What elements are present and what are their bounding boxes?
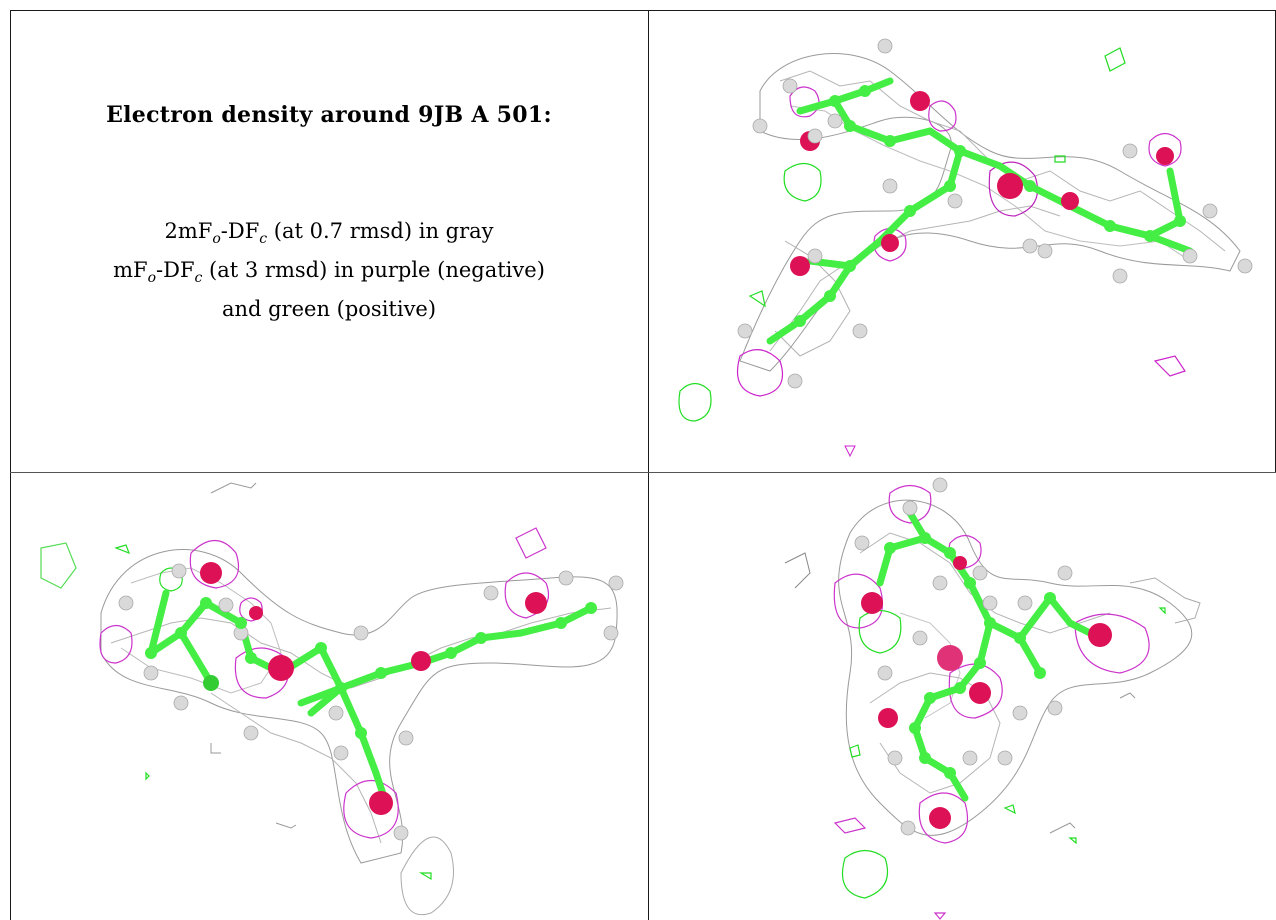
density-view-bottom-left bbox=[11, 473, 647, 920]
density-render-3 bbox=[784, 477, 1201, 920]
density-render-2 bbox=[40, 482, 624, 915]
molecule-2-oxygens bbox=[200, 562, 547, 815]
legend-line-fo-fc: mFo-DFc (at 3 rmsd) in purple (negative) bbox=[113, 258, 545, 287]
table-border-top bbox=[10, 10, 1276, 11]
molecule-2-carbons bbox=[145, 597, 597, 739]
density-view-bottom-right bbox=[650, 473, 1274, 920]
legend-line-colors: and green (positive) bbox=[221, 297, 437, 322]
molecule-3-carbons bbox=[884, 532, 1056, 779]
caption-cell: Electron density around 9JB A 501: 2mFo-… bbox=[10, 10, 648, 472]
molecule-3-hydrogens bbox=[854, 477, 1073, 836]
density-view-top-right bbox=[650, 11, 1274, 471]
molecule-1-carbons bbox=[794, 85, 1186, 327]
molecule-1-hydrogens bbox=[737, 38, 1253, 389]
molecule-3-oxygens bbox=[861, 556, 1112, 829]
molecule-2-hydrogens bbox=[118, 563, 624, 841]
figure-title: Electron density around 9JB A 501: bbox=[106, 102, 552, 128]
legend-line-2fo-fc: 2mFo-DFc (at 0.7 rmsd) in gray bbox=[164, 219, 494, 248]
table-divider-vertical bbox=[648, 10, 649, 920]
table-border-left bbox=[10, 10, 11, 920]
molecule-3-bonds bbox=[876, 509, 1094, 802]
table-divider-horizontal bbox=[10, 472, 1276, 473]
legend-text: 2mFo-DFc (at 0.7 rmsd) in gray mFo-DFc (… bbox=[10, 216, 648, 325]
density-render-1 bbox=[678, 38, 1253, 458]
